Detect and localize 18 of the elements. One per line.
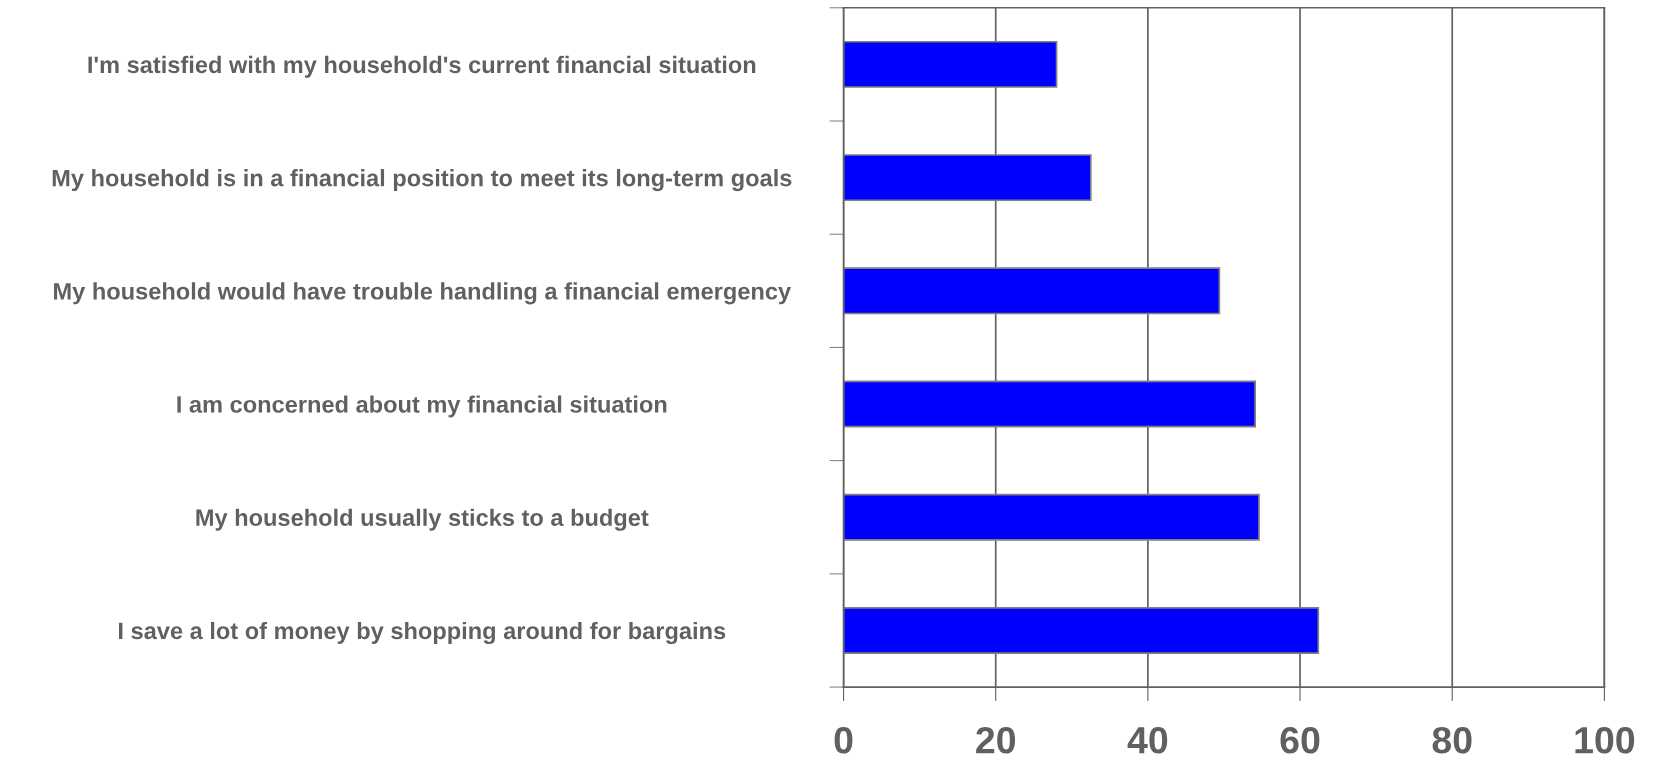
x-tick-label: 100 bbox=[1575, 726, 1635, 754]
x-tick-label: 0 bbox=[834, 726, 853, 754]
x-tick-label: 80 bbox=[1432, 726, 1472, 754]
y-tick-label: My household is in a financial position to meet its long-term goals bbox=[52, 169, 792, 192]
y-tick-label: My household would have trouble handling a financial emergency bbox=[54, 282, 791, 305]
y-tick-label: I'm satisfied with my household's current financial situation bbox=[88, 55, 756, 78]
bar bbox=[843, 267, 1221, 315]
x-tick-label: 20 bbox=[976, 726, 1016, 754]
bar bbox=[843, 380, 1256, 428]
y-tick-label: I save a lot of money by shopping around for bargains bbox=[119, 621, 726, 645]
y-tick-label: My household usually sticks to a budget bbox=[196, 508, 649, 531]
bar bbox=[843, 606, 1320, 654]
y-tick-label: I am concerned about my financial situation bbox=[177, 395, 667, 418]
bar bbox=[843, 493, 1260, 541]
bar bbox=[843, 154, 1092, 202]
x-tick-label: 60 bbox=[1280, 726, 1320, 754]
x-tick-label: 40 bbox=[1127, 726, 1168, 754]
bar bbox=[843, 40, 1058, 88]
